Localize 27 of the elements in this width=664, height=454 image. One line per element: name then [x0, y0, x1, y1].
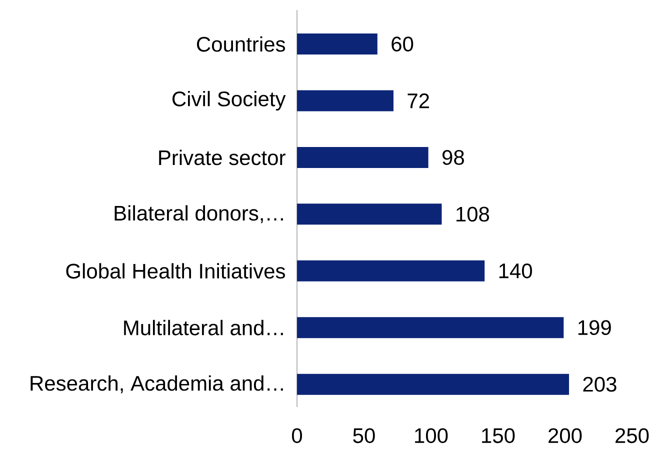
x-tick-label: 0 [292, 428, 302, 444]
bar [296, 317, 564, 338]
bar [296, 146, 428, 168]
data-label: 199 [578, 320, 611, 336]
x-tick-label: 50 [353, 428, 375, 444]
data-label: 203 [583, 376, 616, 392]
bar [296, 374, 570, 395]
bar [296, 90, 394, 112]
y-tick-label: Global Health Initiatives [66, 263, 285, 279]
x-tick-label: 200 [548, 428, 582, 444]
data-label: 60 [392, 36, 414, 52]
bar [296, 34, 378, 55]
data-label: 140 [499, 263, 532, 278]
data-label: 72 [408, 93, 429, 108]
data-label: 98 [442, 150, 464, 165]
bar [296, 204, 442, 225]
x-tick-label: 100 [415, 428, 448, 444]
y-tick-label: Bilateral donors,… [114, 205, 283, 224]
x-tick-label: 250 [616, 428, 649, 444]
y-tick-label: Research, Academia and… [30, 375, 283, 394]
x-tick-label: 150 [482, 428, 515, 444]
bar [296, 260, 485, 282]
y-tick-label: Countries [196, 36, 286, 52]
y-tick-label: Civil Society [172, 90, 286, 111]
y-tick-label: Multilateral and… [124, 320, 283, 336]
y-tick-label: Private sector [159, 150, 286, 166]
data-label: 108 [456, 206, 490, 222]
